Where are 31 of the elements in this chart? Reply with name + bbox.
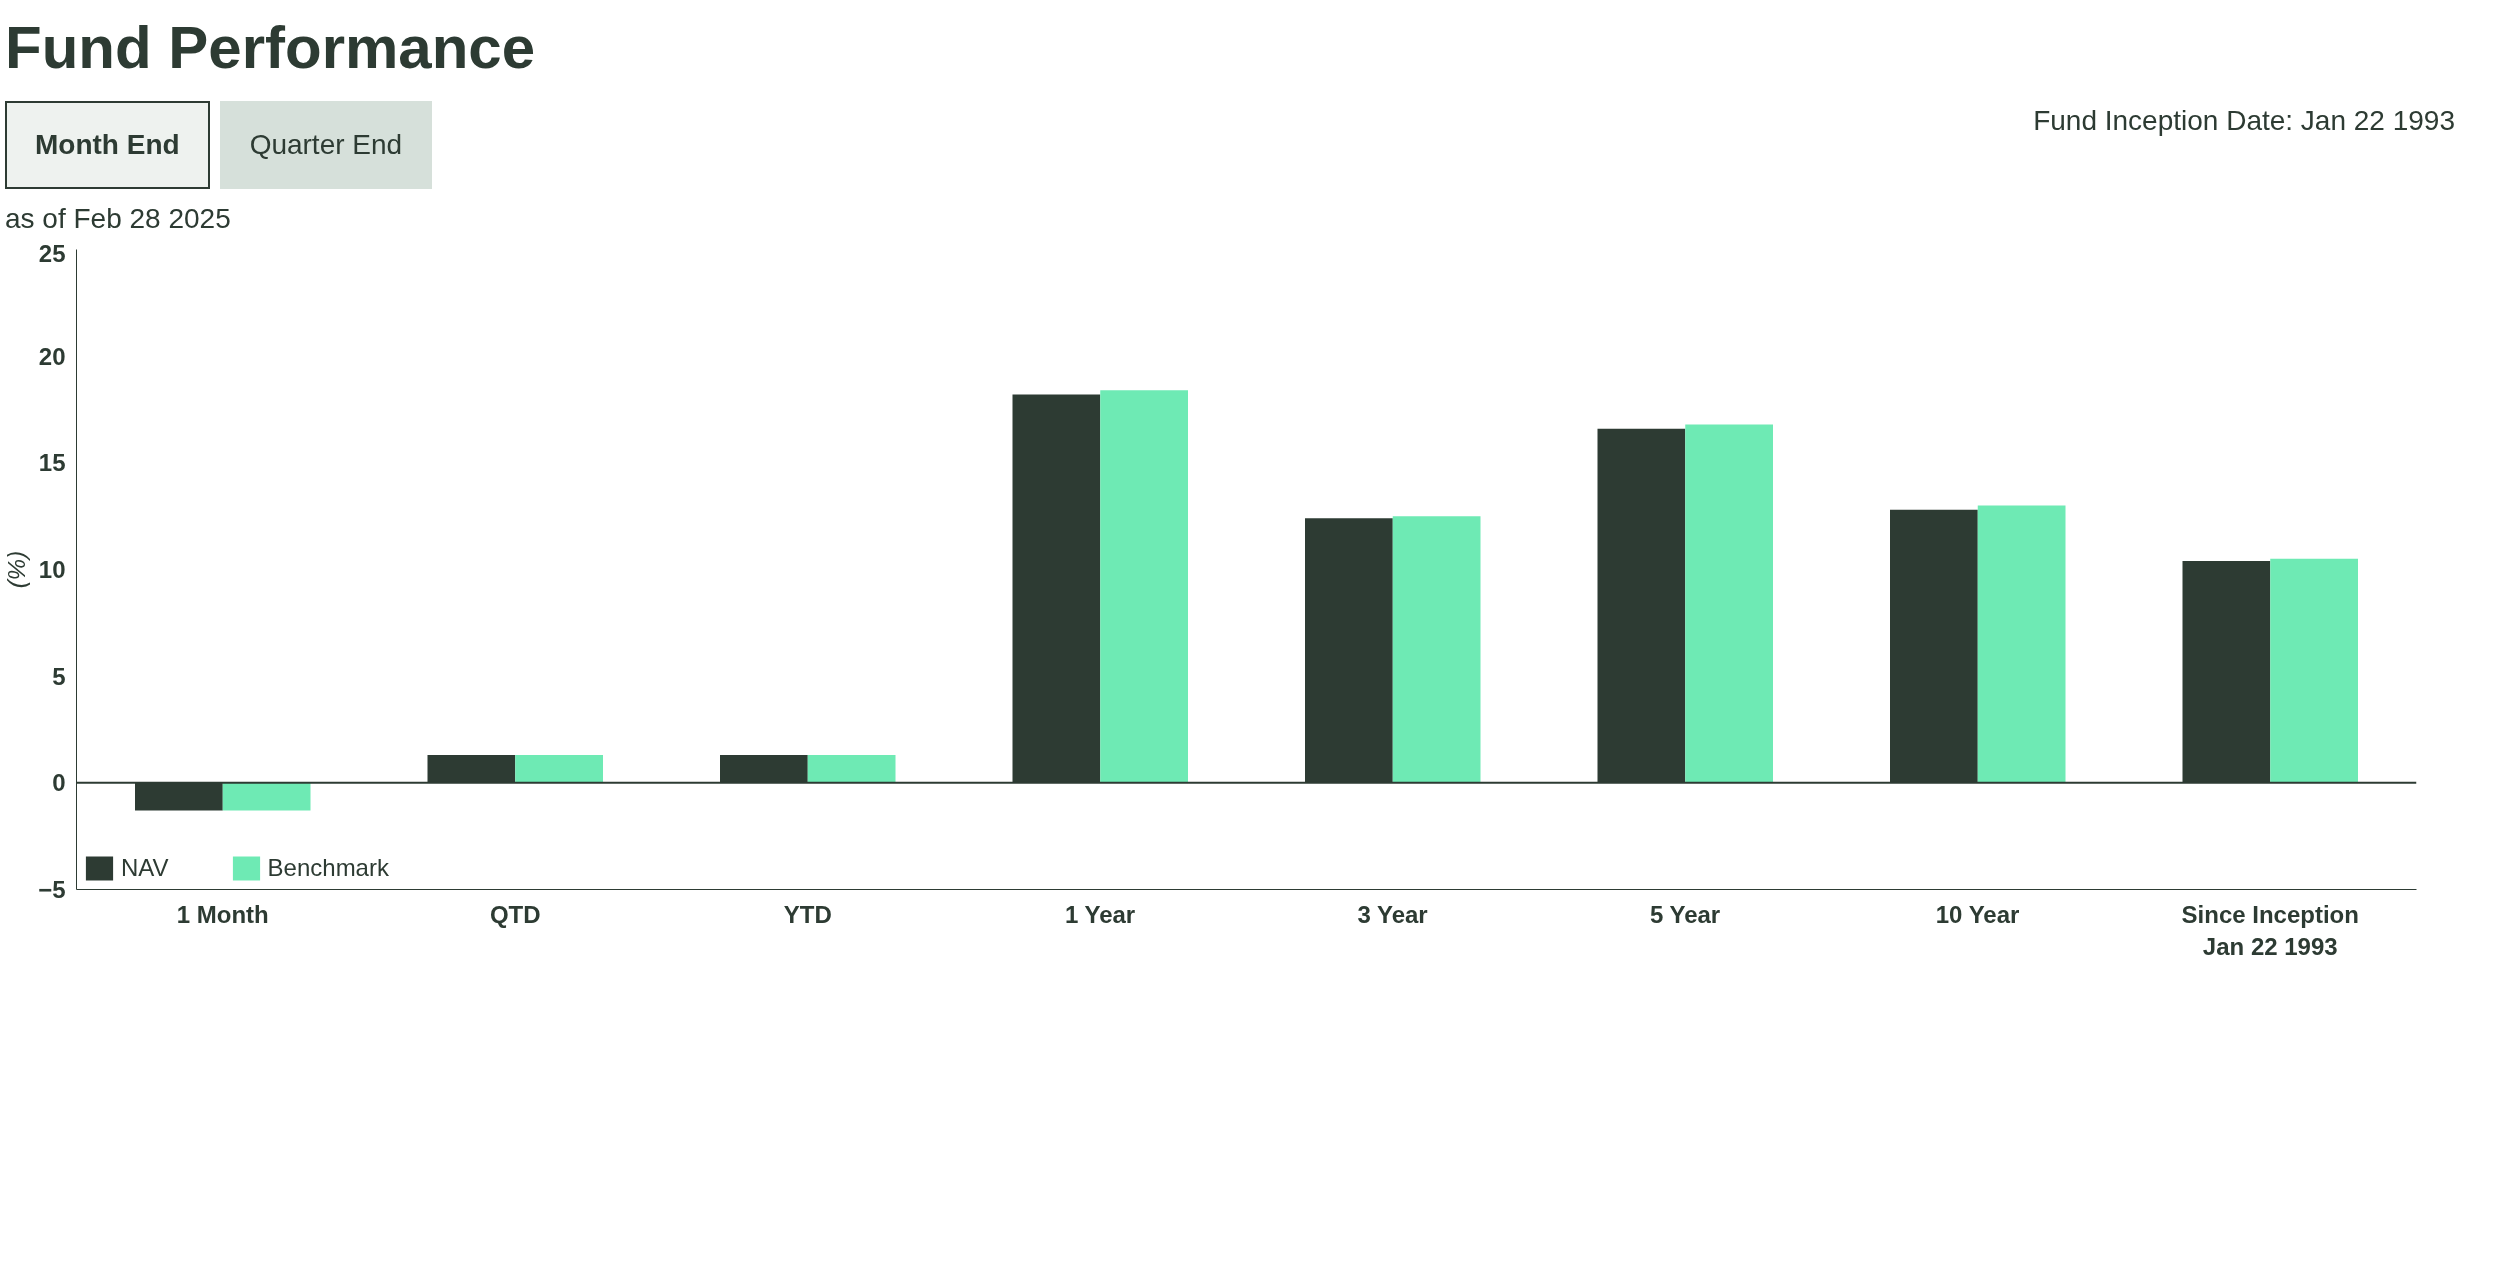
- bar: [1100, 390, 1188, 783]
- bar: [1392, 515, 1481, 783]
- x-tick-label: 10 Year: [1935, 900, 2020, 928]
- y-tick-label: 5: [52, 662, 66, 690]
- chart-subtitle: as of Feb 28 2025: [5, 201, 231, 236]
- text: Month End: [35, 127, 180, 162]
- bar: [1685, 424, 1773, 783]
- y-tick-label: 0: [52, 769, 66, 797]
- y-tick-label: 15: [38, 449, 66, 477]
- y-tick-label: 10: [38, 555, 66, 583]
- text: Quarter End: [249, 127, 403, 162]
- y-tick-label: −5: [38, 875, 66, 903]
- bar: [222, 782, 311, 811]
- bar: [807, 754, 896, 783]
- y-axis-title: (%): [3, 550, 31, 588]
- bar: [2270, 558, 2358, 783]
- x-tick-label: QTD: [489, 900, 541, 928]
- text: Fund Inception Date: Jan 22 1993: [2033, 103, 2455, 138]
- bar: [1977, 505, 2066, 783]
- legend-label: Benchmark: [267, 853, 389, 882]
- x-tick-label: Since Inception Jan 22 1993: [2181, 900, 2359, 960]
- x-tick-label: 1 Month: [176, 900, 269, 928]
- x-tick-label: 1 Year: [1064, 900, 1136, 928]
- y-tick-label: 25: [38, 239, 66, 267]
- bar: [515, 754, 603, 783]
- x-tick-label: 5 Year: [1649, 900, 1721, 928]
- x-tick-label: YTD: [783, 900, 832, 928]
- chart-title: Fund Performance: [5, 13, 536, 83]
- y-tick-label: 20: [38, 342, 66, 370]
- x-tick-label: 3 Year: [1357, 900, 1428, 928]
- legend-label: NAV: [121, 853, 169, 882]
